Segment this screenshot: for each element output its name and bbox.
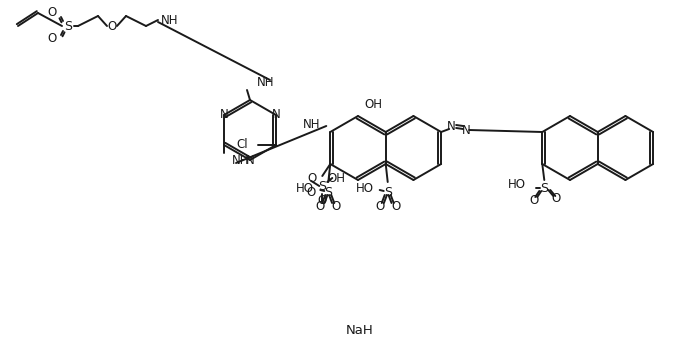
Text: S: S [324, 185, 332, 198]
Text: NH: NH [232, 155, 249, 167]
Text: O: O [308, 172, 317, 184]
Text: N: N [246, 153, 254, 166]
Text: O: O [530, 193, 539, 206]
Text: O: O [318, 193, 327, 206]
Text: O: O [316, 199, 325, 213]
Text: S: S [384, 185, 392, 198]
Text: O: O [107, 19, 117, 32]
Text: N: N [272, 109, 281, 121]
Text: S: S [540, 182, 548, 195]
Text: NaH: NaH [346, 324, 374, 337]
Text: O: O [332, 199, 341, 213]
Text: O: O [307, 187, 316, 199]
Text: S: S [318, 180, 326, 192]
Text: NH: NH [303, 118, 321, 130]
Text: O: O [48, 7, 57, 19]
Text: HO: HO [508, 177, 526, 190]
Text: NH: NH [257, 76, 274, 88]
Text: Cl: Cl [237, 139, 248, 151]
Text: O: O [552, 191, 561, 205]
Text: HO: HO [356, 182, 374, 195]
Text: S: S [64, 19, 72, 32]
Text: N: N [447, 120, 456, 134]
Text: OH: OH [328, 172, 345, 184]
Text: O: O [48, 32, 57, 46]
Text: N: N [220, 109, 228, 121]
Text: O: O [375, 199, 384, 213]
Text: OH: OH [365, 98, 383, 111]
Text: O: O [391, 199, 400, 213]
Text: HO: HO [296, 182, 314, 195]
Text: NH: NH [161, 14, 178, 26]
Text: N: N [462, 125, 470, 137]
